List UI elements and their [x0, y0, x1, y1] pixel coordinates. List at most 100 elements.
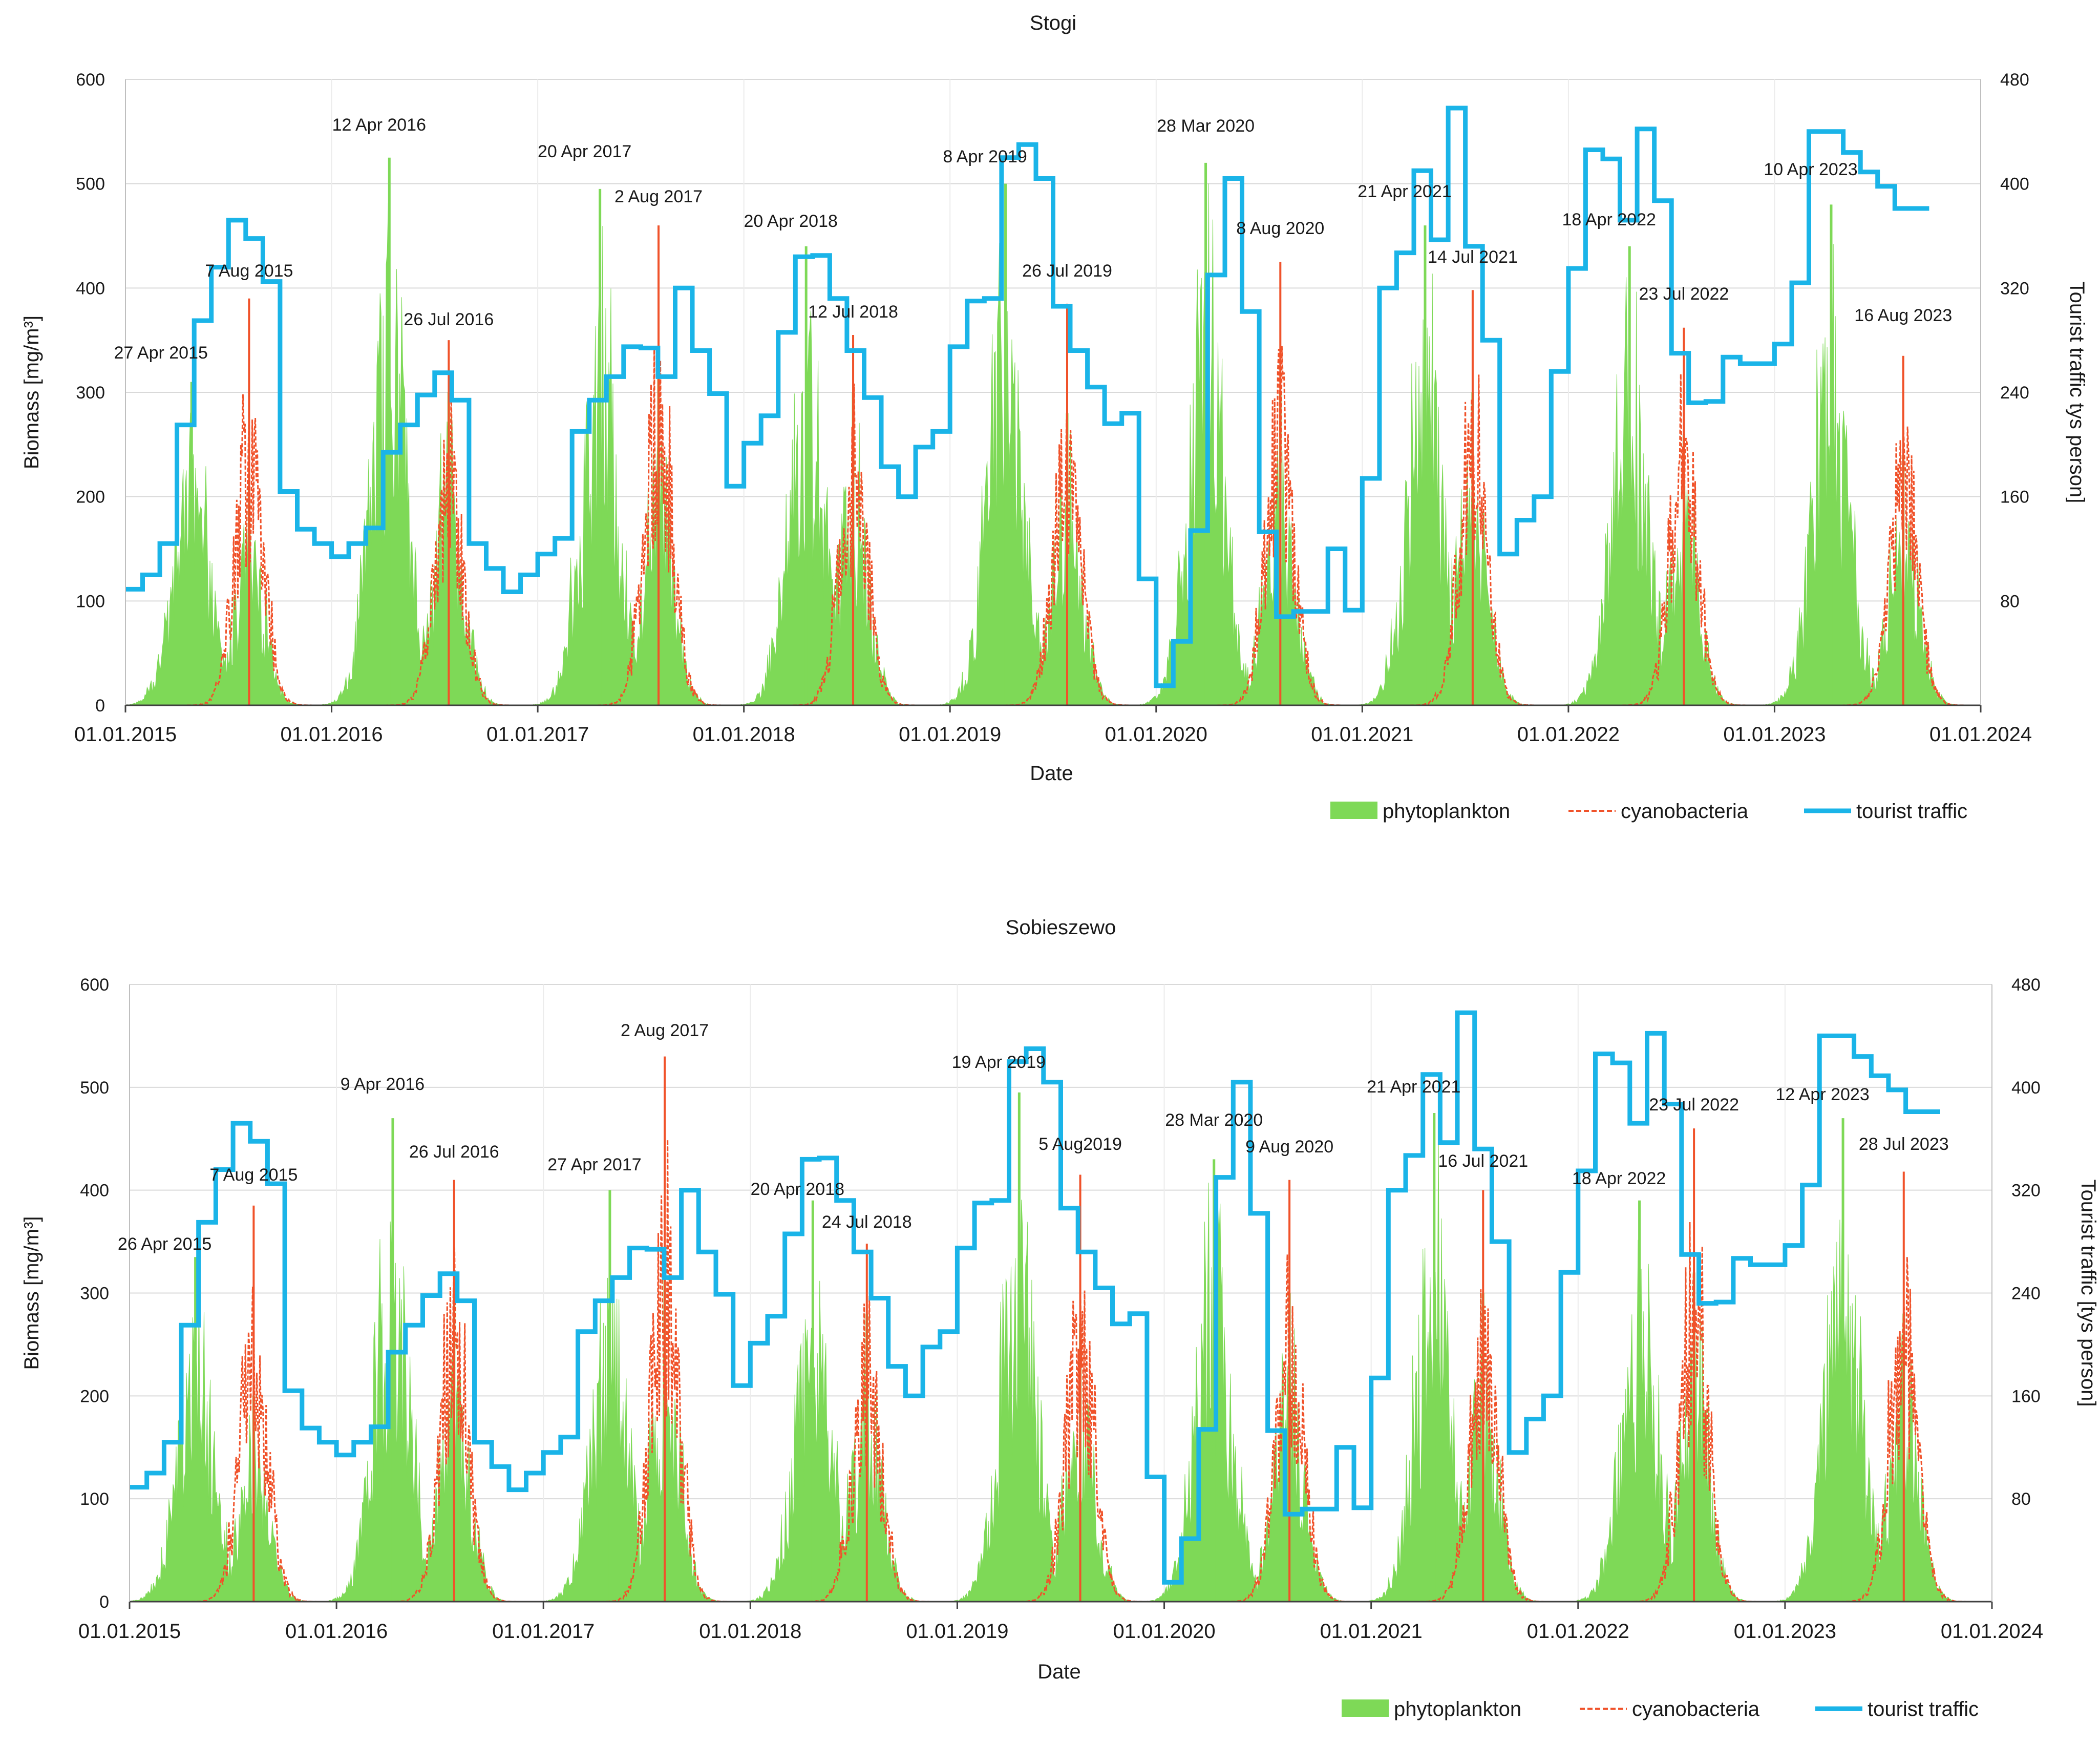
legend-label-tourist-traffic: tourist traffic — [1856, 800, 1967, 823]
y2-tick-label: 80 — [2011, 1489, 2031, 1509]
peak-annotation: 20 Apr 2017 — [538, 142, 631, 161]
x-tick-label: 01.01.2019 — [906, 1620, 1008, 1643]
peak-annotation: 10 Apr 2023 — [1764, 160, 1857, 179]
legend-label-cyanobacteria: cyanobacteria — [1621, 800, 1749, 823]
x-tick-label: 01.01.2021 — [1311, 723, 1413, 746]
peak-annotation: 7 Aug 2015 — [205, 261, 293, 281]
peak-annotation: 21 Apr 2021 — [1357, 182, 1451, 201]
x-tick-label: 01.01.2017 — [492, 1620, 595, 1643]
peak-annotation: 23 Jul 2022 — [1649, 1095, 1739, 1115]
peak-annotation: 12 Jul 2018 — [808, 302, 898, 322]
x-tick-label: 01.01.2016 — [285, 1620, 388, 1643]
y-tick-label: 100 — [76, 592, 105, 611]
y-axis-label: Biomass [mg/m³] — [20, 1216, 43, 1370]
peak-annotation: 5 Aug2019 — [1038, 1135, 1122, 1154]
x-tick-label: 01.01.2024 — [1941, 1620, 2043, 1643]
legend-label-cyanobacteria: cyanobacteria — [1632, 1698, 1760, 1720]
y2-tick-label: 240 — [2000, 383, 2029, 403]
y-tick-label: 0 — [95, 696, 105, 716]
peak-annotation: 12 Apr 2016 — [332, 115, 426, 135]
x-tick-label: 01.01.2019 — [899, 723, 1001, 746]
peak-annotation: 26 Jul 2016 — [404, 310, 494, 329]
x-tick-label: 01.01.2023 — [1734, 1620, 1836, 1643]
y-tick-label: 300 — [76, 383, 105, 403]
y-tick-label: 400 — [76, 279, 105, 298]
legend-swatch-phytoplankton — [1342, 1699, 1389, 1717]
peak-annotation: 2 Aug 2017 — [621, 1021, 709, 1040]
y-axis-label: Biomass [mg/m³] — [20, 316, 43, 469]
tourist-traffic-line — [130, 1010, 1940, 1585]
y-tick-label: 100 — [80, 1489, 109, 1509]
y-tick-label: 300 — [80, 1284, 109, 1304]
peak-annotation: 27 Apr 2015 — [114, 343, 208, 363]
x-tick-label: 01.01.2024 — [1929, 723, 2032, 746]
x-tick-label: 01.01.2016 — [280, 723, 383, 746]
peak-annotation: 28 Jul 2023 — [1859, 1135, 1949, 1154]
peak-annotation: 18 Apr 2022 — [1562, 210, 1656, 229]
y2-axis-label: Tourist traffic [tys person] — [2077, 1180, 2099, 1407]
y2-tick-label: 240 — [2011, 1284, 2041, 1304]
chart-title: Stogi — [1030, 12, 1076, 34]
peak-annotation: 8 Aug 2020 — [1236, 219, 1324, 238]
x-tick-label: 01.01.2022 — [1517, 723, 1620, 746]
peak-annotation: 20 Apr 2018 — [744, 212, 838, 231]
y2-tick-label: 400 — [2000, 175, 2029, 194]
y-tick-label: 0 — [99, 1592, 109, 1612]
y2-tick-label: 80 — [2000, 592, 2020, 611]
x-tick-label: 01.01.2017 — [486, 723, 589, 746]
y-tick-label: 500 — [80, 1078, 109, 1098]
peak-annotation: 9 Apr 2016 — [341, 1075, 425, 1094]
x-tick-label: 01.01.2015 — [78, 1620, 181, 1643]
x-tick-label: 01.01.2015 — [74, 723, 177, 746]
peak-annotation: 8 Apr 2019 — [943, 147, 1027, 166]
y2-tick-label: 160 — [2000, 488, 2029, 507]
peak-annotation: 16 Jul 2021 — [1438, 1151, 1528, 1171]
x-tick-label: 01.01.2023 — [1723, 723, 1826, 746]
chart-title: Sobieszewo — [1006, 916, 1116, 939]
y-tick-label: 600 — [76, 70, 105, 90]
peak-annotation: 23 Jul 2022 — [1639, 284, 1729, 304]
y-tick-label: 600 — [80, 975, 109, 995]
legend-label-phytoplankton: phytoplankton — [1383, 800, 1510, 823]
peak-annotation: 26 Jul 2019 — [1022, 261, 1112, 281]
y2-tick-label: 480 — [2011, 975, 2041, 995]
y2-axis-label: Tourist traffic tys person] — [2066, 282, 2088, 503]
x-tick-label: 01.01.2020 — [1105, 723, 1207, 746]
peak-annotation: 14 Jul 2021 — [1428, 247, 1518, 267]
chart-stogi: Stogi 0 100 200 300 400 500 600 80 160 240 320 400 48… — [20, 12, 2088, 823]
legend-label-tourist-traffic: tourist traffic — [1868, 1698, 1979, 1720]
y-tick-label: 200 — [76, 488, 105, 507]
x-tick-label: 01.01.2022 — [1527, 1620, 1629, 1643]
legend-label-phytoplankton: phytoplankton — [1394, 1698, 1521, 1720]
x-tick-label: 01.01.2018 — [693, 723, 795, 746]
legend-swatch-phytoplankton — [1330, 802, 1377, 819]
x-tick-label: 01.01.2018 — [699, 1620, 801, 1643]
x-tick-label: 01.01.2020 — [1113, 1620, 1215, 1643]
cyanobacteria-line — [130, 1139, 1992, 1603]
peak-annotation: 19 Apr 2019 — [952, 1053, 1046, 1072]
peak-annotation: 26 Apr 2015 — [118, 1234, 211, 1254]
peak-annotation: 24 Jul 2018 — [822, 1212, 912, 1232]
peak-annotation: 16 Aug 2023 — [1854, 306, 1952, 325]
y2-tick-label: 320 — [2000, 279, 2029, 298]
peak-annotation: 7 Aug 2015 — [209, 1165, 298, 1185]
peak-annotation: 21 Apr 2021 — [1367, 1077, 1460, 1097]
y-tick-label: 200 — [80, 1387, 109, 1406]
x-axis-label: Date — [1037, 1661, 1081, 1683]
peak-annotation: 20 Apr 2018 — [751, 1180, 844, 1199]
peak-annotation: 18 Apr 2022 — [1572, 1169, 1666, 1188]
peak-annotation: 28 Mar 2020 — [1165, 1110, 1263, 1130]
cyanobacteria-line — [125, 346, 1981, 706]
peak-annotation: 9 Aug 2020 — [1245, 1137, 1333, 1157]
y2-tick-label: 480 — [2000, 70, 2029, 90]
peak-annotation: 28 Mar 2020 — [1157, 116, 1255, 136]
peak-annotation: 26 Jul 2016 — [409, 1142, 499, 1162]
x-tick-label: 01.01.2021 — [1320, 1620, 1423, 1643]
chart-sobieszewo: Sobieszewo 0 100 200 300 400 500 600 80 160 240 320… — [20, 916, 2099, 1720]
tourist-traffic-line — [125, 106, 1929, 688]
y2-tick-label: 400 — [2011, 1078, 2041, 1098]
peak-annotation: 12 Apr 2023 — [1775, 1085, 1869, 1104]
peak-annotation: 2 Aug 2017 — [614, 187, 703, 206]
